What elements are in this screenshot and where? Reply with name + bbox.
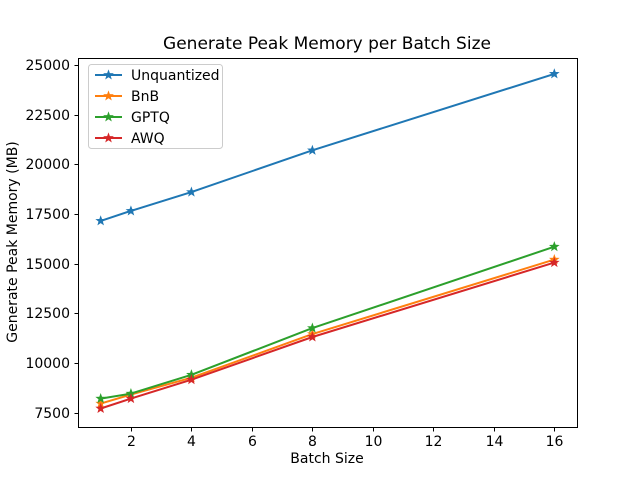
data-point-unquantized-batch-2 [125, 205, 137, 216]
legend-star-marker-icon [103, 111, 114, 122]
x-tick-label: 10 [365, 434, 383, 450]
x-tick-label: 4 [187, 434, 196, 450]
data-point-awq-batch-2 [125, 393, 137, 404]
x-tick-label: 12 [425, 434, 443, 450]
legend-item-awq: AWQ [95, 131, 165, 147]
y-tick-label: 12500 [25, 306, 70, 322]
data-point-awq-batch-8 [307, 331, 318, 342]
x-axis-label: Batch Size [290, 451, 363, 467]
data-point-gptq-batch-1 [95, 393, 107, 404]
data-point-unquantized-batch-4 [186, 186, 197, 197]
data-point-gptq-batch-8 [307, 322, 318, 333]
y-tick-label: 17500 [25, 207, 70, 223]
legend-label: AWQ [131, 131, 165, 147]
chart-title: Generate Peak Memory per Batch Size [163, 34, 491, 54]
x-tick-label: 14 [486, 434, 504, 450]
y-tick-label: 10000 [25, 356, 70, 372]
legend-label: BnB [131, 89, 159, 105]
data-point-awq-batch-16 [548, 256, 560, 268]
data-point-unquantized-batch-16 [548, 68, 560, 79]
legend-label: Unquantized [131, 68, 220, 84]
y-axis-label: Generate Peak Memory (MB) [5, 141, 21, 343]
legend-item-gptq: GPTQ [95, 110, 170, 126]
x-tick-label: 8 [308, 434, 317, 450]
legend-star-marker-icon [103, 90, 114, 101]
x-tick-label: 6 [248, 434, 257, 450]
legend-box [88, 64, 223, 149]
y-tick-label: 7500 [34, 406, 70, 422]
axes-frame [78, 58, 578, 428]
y-tick-label: 15000 [25, 257, 70, 273]
legend-star-marker-icon [103, 69, 114, 80]
legend-label: GPTQ [131, 110, 170, 126]
data-point-gptq-batch-16 [548, 241, 560, 252]
data-point-unquantized-batch-8 [307, 144, 318, 155]
legend: Unquantized BnB GPTQ AWQ [88, 64, 223, 149]
x-tick-label: 2 [127, 434, 136, 450]
data-point-awq-batch-4 [186, 374, 197, 385]
legend-item-unquantized: Unquantized [95, 68, 220, 84]
legend-star-marker-icon [103, 132, 114, 143]
y-tick-label: 20000 [25, 157, 70, 173]
plot-area: 2 4 6 8 10 12 14 16 7500 10000 12500 15000 17500 2000… [25, 58, 578, 450]
y-tick-label: 22500 [25, 108, 70, 124]
x-tick-label: 16 [546, 434, 564, 450]
y-tick-label: 25000 [25, 58, 70, 74]
legend-item-bnb: BnB [95, 89, 159, 105]
series-line-awq [99, 261, 556, 410]
series-line-gptq [99, 245, 556, 400]
data-point-unquantized-batch-1 [95, 215, 107, 226]
data-point-awq-batch-1 [95, 402, 107, 414]
